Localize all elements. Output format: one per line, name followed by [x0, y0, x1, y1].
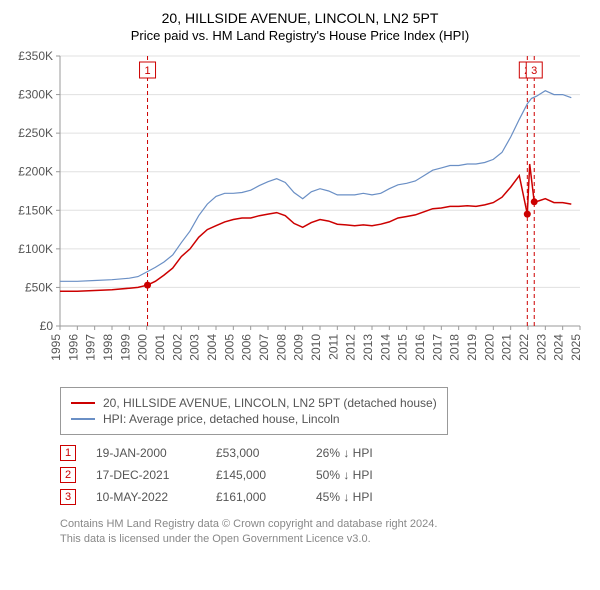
- svg-text:£300K: £300K: [18, 88, 53, 102]
- svg-text:2023: 2023: [534, 334, 548, 361]
- svg-text:£0: £0: [40, 319, 54, 333]
- svg-text:2013: 2013: [361, 334, 375, 361]
- svg-text:2009: 2009: [292, 334, 306, 361]
- legend-item: 20, HILLSIDE AVENUE, LINCOLN, LN2 5PT (d…: [71, 396, 437, 410]
- sale-price: £145,000: [216, 468, 316, 482]
- svg-text:1999: 1999: [118, 334, 132, 361]
- svg-text:2007: 2007: [257, 334, 271, 361]
- footnote: Contains HM Land Registry data © Crown c…: [60, 517, 590, 548]
- svg-text:1997: 1997: [84, 334, 98, 361]
- sale-marker-box: 2: [60, 467, 76, 483]
- title-line-1: 20, HILLSIDE AVENUE, LINCOLN, LN2 5PT: [10, 10, 590, 26]
- legend-item: HPI: Average price, detached house, Linc…: [71, 412, 437, 426]
- svg-text:1998: 1998: [101, 334, 115, 361]
- svg-text:2014: 2014: [378, 334, 392, 361]
- svg-text:£50K: £50K: [25, 280, 53, 294]
- svg-text:2000: 2000: [136, 334, 150, 361]
- svg-text:2002: 2002: [170, 334, 184, 361]
- svg-text:1: 1: [144, 65, 150, 77]
- svg-text:2025: 2025: [569, 334, 583, 361]
- sale-price: £53,000: [216, 446, 316, 460]
- sale-marker-box: 1: [60, 445, 76, 461]
- svg-text:2016: 2016: [413, 334, 427, 361]
- svg-text:2005: 2005: [222, 334, 236, 361]
- chart-area: £0 £50K £100K £150K £200K £250K £300K £350K 1995…: [10, 51, 590, 381]
- sale-row: 2 17-DEC-2021£145,00050% ↓ HPI: [60, 467, 590, 483]
- sales-table: 1 19-JAN-2000£53,00026% ↓ HPI 2 17-DEC-2021…: [60, 445, 590, 505]
- svg-text:£150K: £150K: [18, 203, 53, 217]
- sale-row: 1 19-JAN-2000£53,00026% ↓ HPI: [60, 445, 590, 461]
- sale-delta: 45% ↓ HPI: [316, 490, 416, 504]
- svg-text:2024: 2024: [552, 334, 566, 361]
- svg-text:2018: 2018: [448, 334, 462, 361]
- sale-row: 3 10-MAY-2022£161,00045% ↓ HPI: [60, 489, 590, 505]
- sale-delta: 26% ↓ HPI: [316, 446, 416, 460]
- sale-date: 19-JAN-2000: [96, 446, 216, 460]
- svg-text:2019: 2019: [465, 334, 479, 361]
- sale-price: £161,000: [216, 490, 316, 504]
- line-chart-svg: £0 £50K £100K £150K £200K £250K £300K £350K 1995…: [10, 51, 590, 381]
- svg-text:£250K: £250K: [18, 126, 53, 140]
- svg-text:2017: 2017: [430, 334, 444, 361]
- sale-date: 10-MAY-2022: [96, 490, 216, 504]
- svg-text:2021: 2021: [500, 334, 514, 361]
- svg-text:£350K: £350K: [18, 51, 53, 63]
- svg-text:£100K: £100K: [18, 242, 53, 256]
- sale-delta: 50% ↓ HPI: [316, 468, 416, 482]
- svg-text:2015: 2015: [396, 334, 410, 361]
- footnote-line-2: This data is licensed under the Open Gov…: [60, 532, 590, 547]
- svg-text:3: 3: [531, 65, 537, 77]
- footnote-line-1: Contains HM Land Registry data © Crown c…: [60, 517, 590, 532]
- svg-text:2012: 2012: [344, 334, 358, 361]
- svg-text:2008: 2008: [274, 334, 288, 361]
- svg-text:2022: 2022: [517, 334, 531, 361]
- chart-title: 20, HILLSIDE AVENUE, LINCOLN, LN2 5PT Pr…: [10, 10, 590, 43]
- legend: 20, HILLSIDE AVENUE, LINCOLN, LN2 5PT (d…: [60, 387, 448, 435]
- svg-text:2003: 2003: [188, 334, 202, 361]
- svg-text:£200K: £200K: [18, 165, 53, 179]
- svg-text:2010: 2010: [309, 334, 323, 361]
- legend-label: HPI: Average price, detached house, Linc…: [103, 412, 340, 426]
- sale-date: 17-DEC-2021: [96, 468, 216, 482]
- svg-text:1995: 1995: [49, 334, 63, 361]
- svg-text:2001: 2001: [153, 334, 167, 361]
- svg-text:2006: 2006: [240, 334, 254, 361]
- svg-text:1996: 1996: [66, 334, 80, 361]
- svg-text:2011: 2011: [326, 334, 340, 360]
- sale-marker-box: 3: [60, 489, 76, 505]
- legend-swatch: [71, 418, 95, 420]
- legend-swatch: [71, 402, 95, 404]
- legend-label: 20, HILLSIDE AVENUE, LINCOLN, LN2 5PT (d…: [103, 396, 437, 410]
- svg-text:2004: 2004: [205, 334, 219, 361]
- title-line-2: Price paid vs. HM Land Registry's House …: [10, 28, 590, 43]
- svg-text:2020: 2020: [482, 334, 496, 361]
